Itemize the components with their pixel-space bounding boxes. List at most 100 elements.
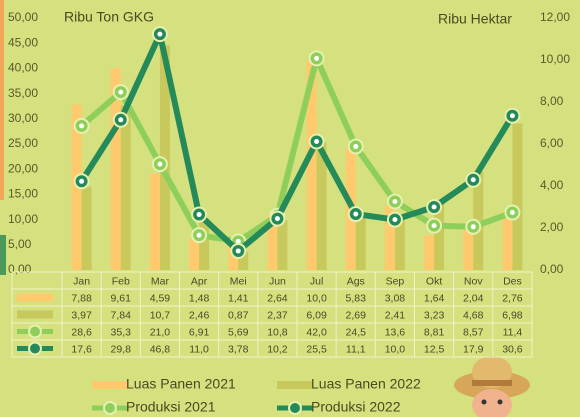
x-tick-label: Jan: [73, 275, 90, 287]
y2-axis-label: Ribu Hektar: [438, 11, 512, 27]
table-cell: 12,5: [424, 343, 445, 355]
table-cell: 30,6: [502, 343, 523, 355]
marker-dot: [353, 144, 359, 150]
table-cell: 10,8: [267, 326, 288, 338]
marker-dot: [470, 177, 476, 183]
table-cell: 11,0: [189, 343, 209, 355]
table-cell: 4,59: [150, 292, 171, 304]
legend-key: [103, 401, 117, 415]
marker-dot: [235, 238, 241, 244]
table-cell: 2,37: [267, 309, 288, 321]
marker-dot: [353, 211, 359, 217]
marker-dot: [431, 204, 437, 210]
table-key: [17, 310, 53, 319]
marker-dot: [431, 223, 437, 229]
y-tick-label: 5,00: [8, 237, 32, 251]
y-tick-label: 20,00: [8, 161, 38, 175]
legend-key: [288, 401, 302, 415]
table-cell: 1,64: [424, 292, 445, 304]
bar: [199, 218, 210, 270]
table-cell: 10,0: [385, 343, 406, 355]
table-cell: 5,83: [346, 292, 367, 304]
x-tick-label: Apr: [191, 275, 208, 287]
table-cell: 3,23: [424, 309, 445, 321]
table-cell: 2,46: [189, 309, 210, 321]
bar: [81, 186, 92, 270]
table-cell: 46,8: [150, 343, 171, 355]
bar: [434, 202, 445, 270]
table-cell: 10,7: [150, 309, 171, 321]
legend-label: Luas Panen 2021: [126, 376, 236, 392]
table-cell: 2,64: [267, 292, 288, 304]
marker-dot: [392, 217, 398, 223]
bar: [159, 45, 170, 270]
x-tick-label: Des: [503, 275, 522, 287]
table-cell: 17,6: [71, 343, 92, 355]
farmer-icon: [454, 356, 530, 417]
x-tick-label: Okt: [426, 275, 442, 287]
table-cell: 1,48: [189, 292, 210, 304]
x-tick-label: Nov: [464, 275, 483, 287]
table-cell: 3,78: [228, 343, 249, 355]
legend-key: [277, 381, 313, 389]
table-cell: 13,6: [385, 326, 406, 338]
y-tick-label: 40,00: [8, 61, 38, 75]
y-tick-label: 30,00: [8, 111, 38, 125]
marker-dot: [79, 178, 85, 184]
marker-dot: [157, 31, 163, 37]
y2-tick-label: 2,00: [540, 220, 564, 234]
marker-dot: [196, 232, 202, 238]
table-cell: 4,68: [463, 309, 484, 321]
table-cell: 6,91: [189, 326, 210, 338]
bar: [355, 213, 366, 270]
table-cell: 3,97: [71, 309, 92, 321]
x-tick-label: Jun: [269, 275, 286, 287]
y-tick-label: 35,00: [8, 86, 38, 100]
x-tick-label: Mei: [230, 275, 247, 287]
table-cell: 42,0: [306, 326, 327, 338]
table-cell: 21,0: [150, 326, 171, 338]
y2-tick-label: 6,00: [540, 136, 564, 150]
marker-dot: [392, 198, 398, 204]
legend-label: Produksi 2021: [126, 399, 216, 415]
marker-dot: [196, 212, 202, 218]
table-cell: 10,2: [267, 343, 288, 355]
x-tick-label: Ags: [347, 275, 365, 287]
bar: [238, 251, 249, 270]
marker-dot: [118, 89, 124, 95]
table-cell: 3,08: [385, 292, 406, 304]
table-cell: 0,87: [228, 309, 249, 321]
marker-dot: [509, 113, 515, 119]
table-cell: 2,04: [463, 292, 484, 304]
bar: [277, 220, 288, 270]
marker-dot: [274, 216, 280, 222]
marker-dot: [314, 55, 320, 61]
marker-dot: [314, 138, 320, 144]
y2-tick-label: 8,00: [540, 94, 564, 108]
y-tick-label: 10,00: [8, 212, 38, 226]
marker-dot: [470, 224, 476, 230]
x-tick-label: Jul: [310, 275, 323, 287]
table-cell: 10,0: [306, 292, 327, 304]
table-cell: 8,81: [424, 326, 445, 338]
y-tick-label: 0,00: [8, 262, 32, 276]
table-key: [28, 341, 42, 356]
y-tick-label: 45,00: [8, 35, 38, 49]
y-tick-label: 15,00: [8, 187, 38, 201]
table-cell: 17,9: [463, 343, 484, 355]
table-cell: 6,98: [502, 309, 523, 321]
legend-label: Luas Panen 2022: [311, 376, 421, 392]
bar: [189, 238, 200, 270]
bar: [394, 219, 405, 270]
y2-tick-label: 12,00: [540, 10, 570, 24]
table-cell: 25,5: [306, 343, 327, 355]
table-cell: 2,76: [502, 292, 523, 304]
marker-dot: [118, 117, 124, 123]
table-cell: 11,1: [346, 343, 366, 355]
y2-tick-label: 0,00: [540, 262, 564, 276]
bar: [424, 235, 435, 270]
legend-key: [92, 381, 128, 389]
table-cell: 5,69: [228, 326, 249, 338]
table-cell: 1,41: [228, 292, 249, 304]
